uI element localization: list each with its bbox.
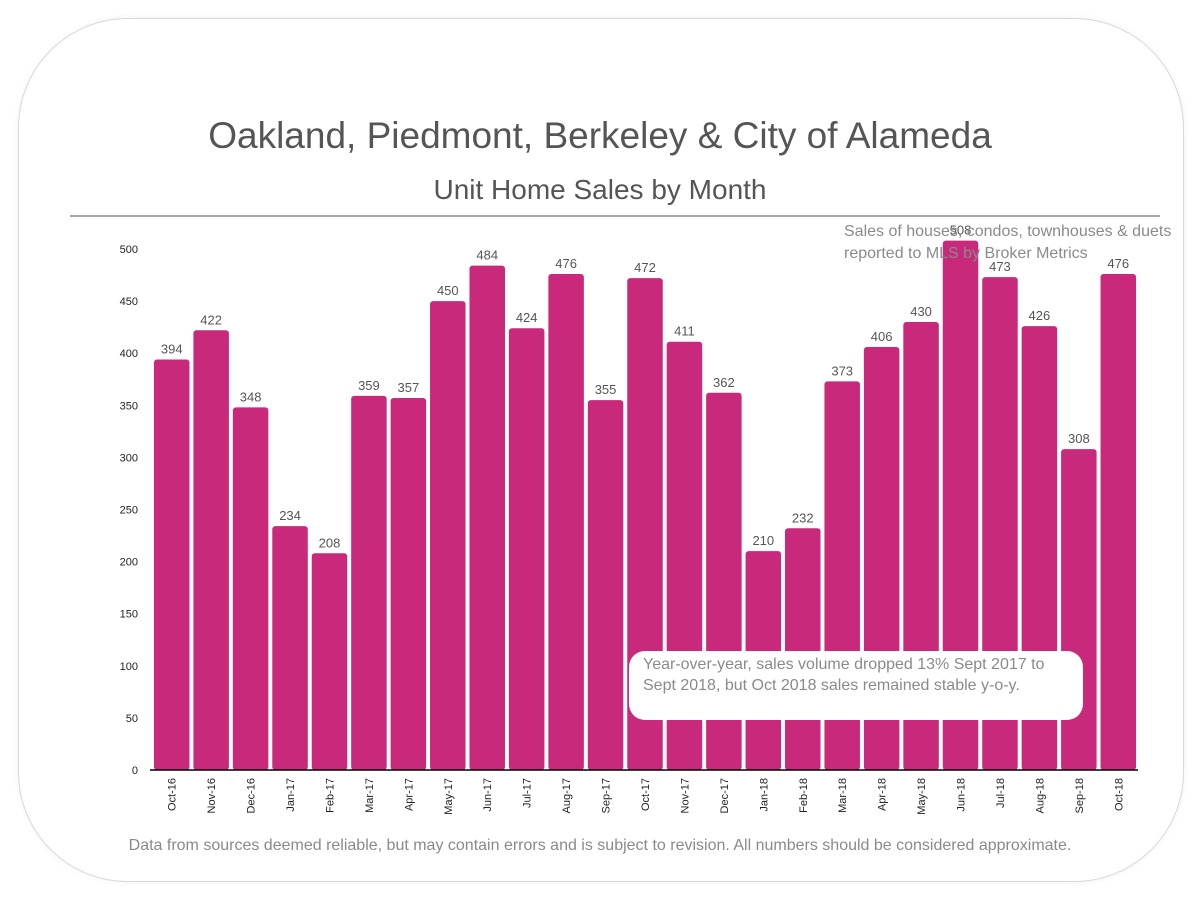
y-tick-label: 250 xyxy=(120,505,138,517)
bar xyxy=(351,395,387,770)
x-tick-label: Mar-18 xyxy=(837,778,849,813)
bar xyxy=(153,359,190,770)
data-label: 208 xyxy=(319,535,341,550)
bar xyxy=(469,265,505,770)
y-tick-label: 200 xyxy=(120,557,138,569)
y-tick-label: 150 xyxy=(120,609,138,621)
data-label: 232 xyxy=(792,510,814,525)
x-tick-label: Aug-18 xyxy=(1034,778,1046,813)
annotation-callout: Year-over-year, sales volume dropped 13%… xyxy=(629,651,1083,720)
source-note: Sales of houses, condos, townhouses & du… xyxy=(844,223,1172,262)
y-tick-label: 300 xyxy=(120,452,138,464)
bar xyxy=(232,407,269,770)
bar xyxy=(1100,274,1137,770)
disclaimer-footer: Data from sources deemed reliable, but m… xyxy=(128,837,1072,854)
data-label: 359 xyxy=(358,378,380,393)
x-tick-label: Dec-17 xyxy=(719,778,731,813)
data-label: 508 xyxy=(950,223,972,238)
x-tick-label: May-18 xyxy=(916,778,928,815)
x-tick-label: Oct-16 xyxy=(167,778,179,811)
data-label: 424 xyxy=(516,310,538,325)
data-label: 355 xyxy=(595,382,617,397)
x-tick-label: Jun-17 xyxy=(482,778,494,812)
y-tick-label: 100 xyxy=(120,661,138,673)
x-tick-label: Jun-18 xyxy=(956,778,968,812)
x-tick-label: Oct-17 xyxy=(640,778,652,811)
x-tick-label: Feb-17 xyxy=(324,778,336,813)
data-label: 422 xyxy=(200,312,222,327)
data-label: 472 xyxy=(634,260,656,275)
bar xyxy=(508,328,545,770)
bar xyxy=(390,398,427,770)
chart-subtitle: Unit Home Sales by Month xyxy=(433,174,767,205)
data-label: 234 xyxy=(279,508,301,523)
data-label: 430 xyxy=(910,304,932,319)
data-labels: 394 422 348 234 208 359 357 450 484 424 476 355 472 4… xyxy=(161,223,1129,551)
bar xyxy=(272,526,308,770)
x-axis: Oct-16 Nov-16 Dec-16 Jan-17 Feb-17 Mar-17 Apr-… xyxy=(150,769,1138,815)
x-tick-label: Nov-16 xyxy=(206,778,218,813)
x-tick-label: Aug-17 xyxy=(561,778,573,813)
y-tick-label: 350 xyxy=(120,400,138,412)
x-tick-label: Dec-16 xyxy=(246,778,258,813)
data-label: 411 xyxy=(674,324,695,339)
bar xyxy=(430,301,466,770)
y-axis: 0 50 100 150 200 250 300 350 400 450 500 xyxy=(120,244,138,777)
data-label: 484 xyxy=(476,248,498,263)
title-divider xyxy=(70,215,1160,217)
y-tick-label: 500 xyxy=(120,244,138,256)
data-label: 210 xyxy=(752,533,774,548)
x-tick-label: Jul-17 xyxy=(522,778,534,808)
x-tick-label: Jan-17 xyxy=(285,778,297,812)
data-label: 450 xyxy=(437,283,459,298)
y-tick-label: 50 xyxy=(126,713,138,725)
data-label: 308 xyxy=(1068,431,1090,446)
data-label: 394 xyxy=(161,341,183,356)
bar xyxy=(785,528,821,770)
x-tick-label: Sep-18 xyxy=(1074,778,1086,813)
bar xyxy=(982,277,1018,770)
x-tick-label: Oct-18 xyxy=(1113,778,1125,811)
bar xyxy=(942,240,979,770)
bar xyxy=(548,274,584,770)
x-tick-label: Feb-18 xyxy=(798,778,810,813)
data-label: 373 xyxy=(831,363,853,378)
bar xyxy=(193,330,229,770)
x-tick-label: Apr-17 xyxy=(403,778,415,811)
bar xyxy=(311,553,348,770)
y-tick-label: 0 xyxy=(132,765,138,777)
x-tick-label: Jan-18 xyxy=(758,778,770,812)
x-tick-label: Apr-18 xyxy=(877,778,889,811)
bar xyxy=(627,278,663,770)
y-tick-label: 400 xyxy=(120,348,138,360)
x-tick-label: May-17 xyxy=(443,778,455,815)
data-label: 406 xyxy=(871,329,893,344)
bar xyxy=(1061,449,1097,770)
data-label: 357 xyxy=(398,380,420,395)
x-tick-label: Jul-18 xyxy=(995,778,1007,808)
data-label: 476 xyxy=(1107,256,1129,271)
data-label: 348 xyxy=(240,389,262,404)
y-tick-label: 450 xyxy=(120,296,138,308)
bar xyxy=(587,400,624,770)
data-label: 426 xyxy=(1029,308,1051,323)
x-tick-label: Sep-17 xyxy=(601,778,613,813)
data-label: 476 xyxy=(555,256,577,271)
chart-title: Oakland, Piedmont, Berkeley & City of Al… xyxy=(208,115,992,156)
x-tick-label: Nov-17 xyxy=(679,778,691,813)
x-tick-label: Mar-17 xyxy=(364,778,376,813)
data-label: 362 xyxy=(713,375,735,390)
data-label: 473 xyxy=(989,259,1011,274)
